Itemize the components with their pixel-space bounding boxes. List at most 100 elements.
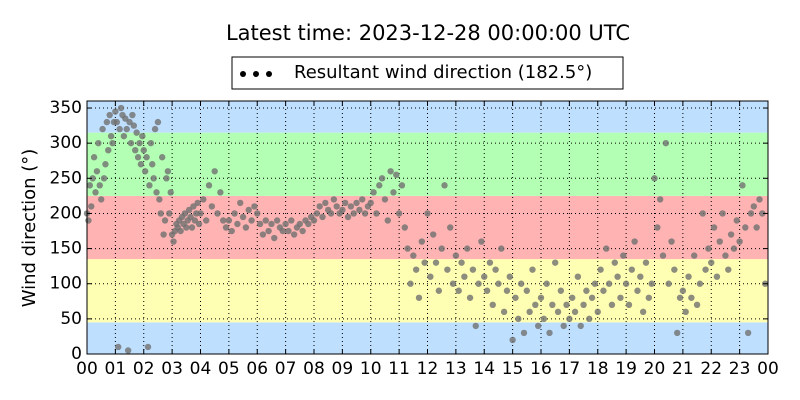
point: [273, 217, 281, 224]
point: [603, 245, 610, 252]
point: [398, 182, 406, 189]
point: [498, 245, 505, 252]
point: [231, 210, 238, 217]
point: [251, 203, 258, 210]
point: [759, 210, 766, 217]
point: [551, 259, 559, 266]
point: [147, 139, 155, 147]
point: [316, 203, 323, 210]
point: [109, 139, 116, 147]
point: [344, 213, 352, 221]
point: [288, 217, 295, 224]
point: [97, 196, 105, 203]
point: [642, 259, 650, 266]
point: [580, 301, 587, 309]
point: [410, 252, 417, 259]
point: [526, 308, 533, 316]
x-tick-label: 17: [559, 359, 581, 379]
point: [549, 301, 556, 309]
point: [486, 259, 494, 266]
point: [563, 301, 570, 309]
point: [520, 329, 528, 337]
point: [634, 287, 641, 294]
point: [188, 224, 196, 231]
x-tick-label: 20: [644, 359, 666, 379]
point: [742, 224, 749, 231]
point: [195, 220, 203, 228]
band: [87, 259, 768, 323]
point: [282, 220, 289, 228]
point: [202, 217, 210, 224]
point: [586, 315, 593, 323]
point: [322, 199, 329, 207]
point: [515, 315, 522, 323]
x-tick-label: 09: [332, 359, 354, 379]
point: [126, 118, 133, 126]
y-tick-label: 0: [71, 344, 82, 364]
point: [435, 287, 443, 294]
point: [90, 154, 98, 161]
point: [149, 161, 156, 168]
point: [625, 301, 633, 309]
point: [512, 294, 519, 301]
point: [122, 115, 129, 122]
x-tick-label: 21: [672, 359, 694, 379]
point: [254, 210, 261, 217]
point: [353, 199, 360, 207]
point: [481, 273, 488, 280]
point: [242, 224, 250, 231]
point: [239, 213, 247, 221]
point: [639, 308, 647, 316]
point: [170, 238, 177, 245]
point: [455, 287, 462, 294]
point: [190, 203, 197, 210]
point: [367, 199, 374, 207]
point: [115, 343, 122, 351]
point: [415, 294, 423, 301]
point: [438, 245, 445, 252]
point: [290, 231, 298, 238]
point: [691, 252, 698, 259]
point: [116, 125, 123, 133]
point: [144, 343, 152, 351]
point: [132, 146, 139, 154]
point: [705, 245, 712, 252]
point: [99, 125, 106, 133]
point: [134, 154, 142, 161]
point: [333, 203, 340, 210]
point: [197, 210, 204, 217]
point: [107, 132, 115, 140]
point: [591, 280, 599, 287]
point: [161, 217, 169, 224]
point: [543, 280, 550, 287]
point: [268, 220, 275, 228]
point: [112, 108, 119, 115]
point: [583, 287, 590, 294]
point: [117, 104, 125, 112]
point: [637, 273, 644, 280]
point: [509, 336, 516, 344]
point: [330, 196, 338, 203]
point: [696, 280, 704, 287]
point: [432, 259, 440, 266]
point: [113, 118, 120, 126]
point: [106, 111, 113, 119]
point: [753, 224, 760, 231]
point: [395, 210, 403, 217]
point: [157, 210, 164, 217]
x-tick-label: 08: [303, 359, 325, 379]
point: [577, 322, 584, 330]
point: [668, 238, 675, 245]
x-tick-label: 01: [105, 359, 127, 379]
point: [671, 266, 678, 273]
point: [130, 122, 138, 129]
point: [620, 252, 627, 259]
point: [546, 329, 553, 337]
point: [614, 273, 621, 280]
point: [733, 217, 740, 224]
point: [187, 213, 194, 221]
band: [87, 322, 768, 354]
point: [458, 259, 465, 266]
point: [141, 168, 149, 175]
point: [495, 280, 502, 287]
